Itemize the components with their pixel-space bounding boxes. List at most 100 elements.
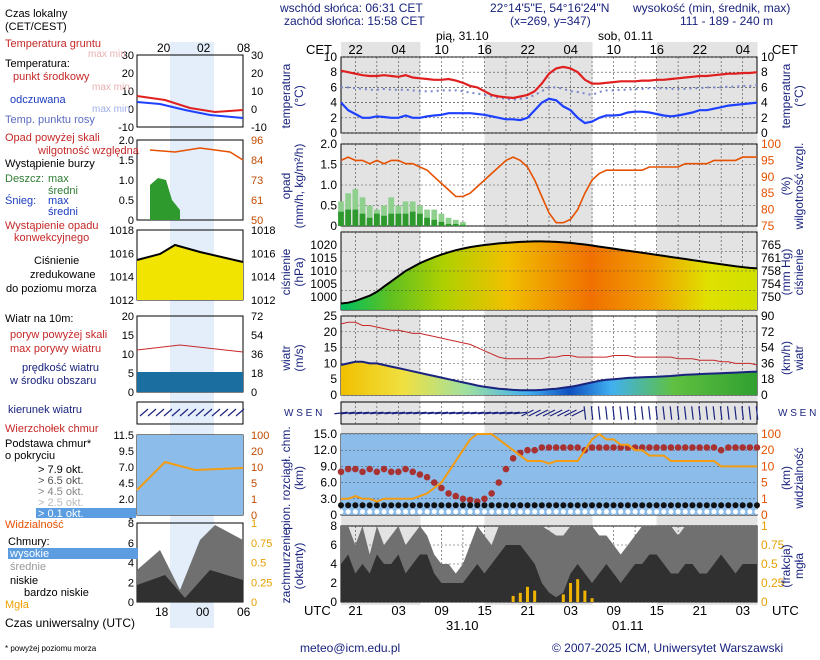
cloud-top-dot: [387, 468, 395, 476]
cloud-base-dot-low: [639, 509, 645, 515]
wind-dir-compass-left: W S E N: [284, 408, 322, 419]
pressure-axis-title-right: ciśnienie: [792, 248, 806, 295]
pressure-axis-unit: (hPa): [292, 257, 306, 286]
cloudbase-tick-label: 12.0: [314, 443, 338, 457]
night-band: [498, 42, 507, 605]
temp-tick-label-right: 8: [761, 65, 768, 79]
temperature-line: [340, 65, 758, 100]
cloud-top-dot: [538, 444, 546, 451]
pressure-mmhg-tick-label: 754: [761, 277, 781, 291]
legend-frame-temp: [136, 54, 244, 128]
legend-fog-tick: 0: [251, 597, 257, 609]
cloud-top-dot: [732, 444, 739, 451]
rain-mean-bar: [460, 224, 466, 226]
pressure-mmhg-tick-label: 765: [761, 238, 781, 252]
legend-fog: Mgła: [5, 599, 30, 611]
legend-press-tick: 1012: [110, 295, 134, 307]
legend-wind-arrow: [139, 408, 149, 417]
utc-tick-label: 03: [736, 603, 750, 618]
cloud-base-dot-low: [510, 509, 516, 515]
legend-fog-tick: 0.5: [251, 558, 266, 570]
wind-axis-unit: (m/s): [292, 344, 306, 371]
legend-frame-dir: [136, 401, 244, 425]
visibility-axis-title: widzialność: [792, 447, 806, 509]
feels-like-line: [340, 97, 758, 125]
sunset-text: zachód słońca: 15:58 CET: [284, 14, 425, 28]
night-band: [685, 42, 693, 605]
cloud-top-dot: [452, 492, 460, 500]
vis-tick-label: 1: [761, 492, 768, 506]
legend-vis-tick: 100: [251, 430, 269, 442]
legend-temp-tick: 30: [122, 50, 134, 62]
rain-mean-bar: [359, 213, 366, 226]
utc-tick-label: 21: [520, 603, 534, 618]
legend-cc-tick: 2: [128, 577, 134, 589]
rain-mean-bar: [402, 213, 409, 226]
wind-kmh-tick-label: 54: [761, 341, 775, 355]
cloud-top-dot: [638, 444, 646, 451]
temp-tick-label: 6: [330, 80, 337, 94]
wind-arrow: [571, 409, 584, 417]
wind-arrow: [355, 411, 370, 415]
cloud-base-dot-low: [732, 509, 738, 515]
cloud-base-dot: [589, 502, 596, 509]
cloud-base-dot: [395, 502, 402, 509]
legend-cc-tick: 0: [128, 597, 134, 609]
fog-tick-label: 0: [761, 595, 768, 609]
wind-arrow: [405, 411, 420, 415]
vis-tick-label: 10: [761, 459, 775, 473]
cloud-base-dot: [667, 502, 674, 509]
legend-wind-at: Wiatr na 10m:: [5, 313, 73, 325]
legend-cb-bg: [137, 435, 243, 515]
cloud-top-dot: [567, 444, 574, 451]
wind-arrow: [597, 406, 601, 420]
cloud-base-dot-low: [625, 509, 631, 515]
cloud-top-dot: [373, 468, 381, 476]
legend-hum-tick: 84: [251, 155, 263, 167]
high-cloud-highlight: [8, 548, 138, 559]
wind-arrow: [535, 409, 549, 417]
fog-tick-label: 0.75: [761, 538, 785, 552]
cloud-base-dot: [352, 502, 359, 509]
elevation-title: wysokość (min, średnik, max): [632, 1, 790, 15]
cloud-base-dot-low: [546, 509, 552, 515]
legend-cloud-base2: o pokryciu: [5, 450, 55, 462]
legend-rain-max: max: [48, 173, 69, 185]
rain-max-bar: [359, 197, 366, 226]
legend-utc-tick: 06: [237, 605, 251, 619]
email-link[interactable]: meteo@icm.edu.pl: [300, 641, 400, 655]
wind-arrow: [384, 411, 398, 415]
cet-tick-label: 10: [434, 42, 448, 57]
cloud-base-dot-low: [388, 509, 394, 515]
legend-temp-tick-right: 20: [251, 68, 263, 80]
cloud-base-dot: [639, 502, 646, 509]
legend-temp-tick-right: 0: [251, 104, 257, 116]
night-band: [484, 42, 493, 605]
wind-arrow: [640, 406, 644, 420]
temp-axis-unit-right: (°C): [792, 85, 806, 106]
night-band: [678, 42, 686, 605]
wind-axis-unit-right: (km/h): [779, 341, 793, 375]
wind-arrow: [463, 411, 477, 415]
wind-arrow: [449, 411, 463, 415]
cloud-base-dot-low: [568, 509, 574, 515]
cloud-base-dot-low: [438, 509, 444, 515]
temp-tick-label-right: 0: [761, 126, 768, 140]
wind-arrow: [413, 411, 427, 415]
wind-kmh-tick-label: 18: [761, 372, 775, 386]
fog-bar: [518, 592, 522, 602]
pressure-mmhg-tick-label: 750: [761, 290, 781, 304]
rain-mean-bar: [352, 209, 359, 226]
cloud-base-dot: [416, 502, 423, 509]
night-band: [405, 42, 414, 605]
cloud-base-dot: [424, 502, 431, 509]
header: wschód słońca: 06:31 CET zachód słońca: …: [279, 1, 799, 618]
legend-local-time: Czas lokalny: [5, 8, 68, 20]
cloud-base-dot-low: [697, 509, 703, 515]
cloud-base-dot: [481, 502, 488, 509]
cloud-base-dot: [624, 502, 631, 509]
precip-axis-title: opad: [279, 173, 293, 200]
legend-dew-point: Temp. punktu rosy: [5, 114, 95, 126]
night-band: [534, 42, 543, 605]
wind-arrow: [441, 411, 456, 415]
